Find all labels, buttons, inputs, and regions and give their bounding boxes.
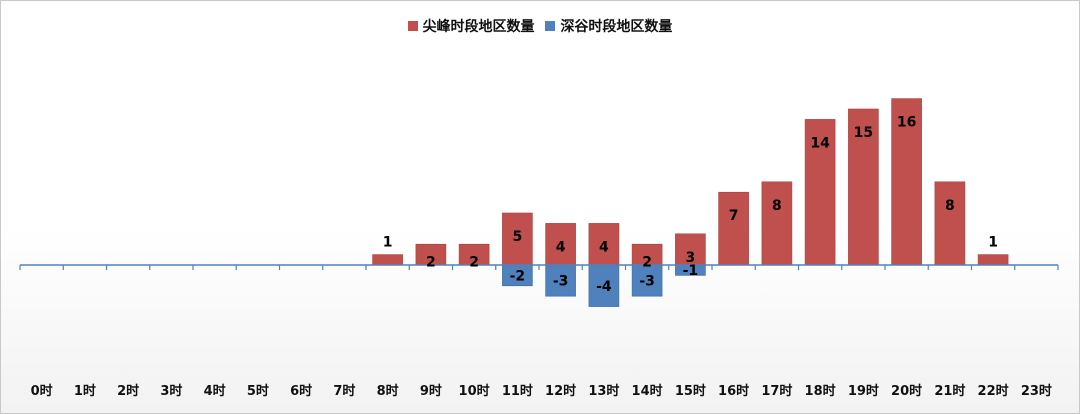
data-label-peak-12: 4 (556, 239, 566, 255)
x-tick-label: 5时 (247, 383, 269, 399)
x-tick-label: 7时 (333, 383, 355, 399)
data-label-peak-17: 8 (772, 198, 782, 214)
x-tick-label: 15时 (675, 383, 706, 399)
data-label-valley-14: -3 (639, 274, 655, 290)
data-label-peak-19: 15 (854, 125, 873, 141)
data-label-valley-15: -1 (683, 263, 699, 279)
x-tick-label: 3时 (160, 383, 182, 399)
legend-label-peak: 尖峰时段地区数量 (422, 19, 535, 35)
x-tick-label: 14时 (632, 383, 663, 399)
x-axis (19, 264, 1059, 270)
x-tick-label: 18时 (805, 383, 836, 399)
data-label-valley-12: -3 (553, 274, 569, 290)
data-label-peak-14: 2 (642, 255, 652, 271)
x-tick-label: 16时 (718, 383, 749, 399)
x-tick-label: 0时 (31, 383, 53, 399)
data-label-peak-8: 1 (383, 235, 393, 251)
bar-valley-14 (631, 264, 663, 297)
data-label-peak-21: 8 (945, 198, 955, 214)
data-label-valley-11: -2 (510, 268, 526, 284)
bar-peak-15 (675, 233, 706, 266)
bar-peak-22 (977, 254, 1009, 266)
x-tick-label: 12时 (545, 383, 576, 399)
x-tick-label: 23时 (1021, 383, 1052, 399)
x-tick-label: 8时 (377, 383, 399, 399)
bar-peak-20 (891, 98, 922, 266)
bar-peak-17 (761, 181, 793, 266)
x-tick-label: 11时 (502, 383, 533, 399)
legend-swatch-valley (545, 21, 556, 31)
x-tick-label: 19时 (848, 383, 879, 399)
legend-item-valley: 深谷时段地区数量 (545, 16, 672, 36)
data-label-valley-13: -4 (596, 279, 612, 295)
bar-peak-8 (372, 254, 403, 266)
x-tick-label: 2时 (117, 383, 139, 399)
x-tick-label: 10时 (459, 383, 490, 399)
legend-item-peak: 尖峰时段地区数量 (407, 16, 535, 36)
bar-valley-12 (545, 264, 576, 297)
data-label-peak-18: 14 (810, 135, 830, 151)
data-labels: 1 2 2 5 4 4 2 3 7 8 14 15 16 8 1 -2 -3 -4 -3 -1 (383, 115, 998, 295)
x-tick-label: 22时 (978, 383, 1009, 399)
data-label-peak-22: 1 (988, 235, 998, 251)
x-tick-label: 9时 (420, 383, 442, 399)
data-label-peak-20: 16 (897, 115, 916, 131)
series-peak (372, 98, 1009, 266)
bar-valley-13 (588, 264, 620, 307)
bar-peak-16 (718, 191, 749, 266)
legend-label-valley: 深谷时段地区数量 (560, 19, 673, 35)
x-tick-label: 13时 (588, 383, 619, 399)
bar-peak-21 (934, 181, 966, 266)
legend-swatch-peak (407, 21, 418, 31)
data-label-peak-9: 2 (426, 255, 436, 271)
x-tick-label: 6时 (290, 383, 312, 399)
x-tick-label: 1时 (74, 383, 96, 399)
data-label-peak-13: 4 (599, 239, 609, 255)
data-label-peak-15: 3 (686, 250, 696, 266)
series-valley (502, 264, 706, 307)
x-tick-labels: 0时 1时 2时 3时 4时 5时 6时 7时 8时 9时 10时 11时 12时 13时 14时 15时 16… (31, 383, 1052, 399)
data-label-peak-16: 7 (729, 208, 739, 224)
bar-peak-18 (804, 119, 836, 266)
legend: 尖峰时段地区数量 深谷时段地区数量 (0, 16, 1080, 36)
bar-peak-19 (848, 108, 879, 266)
x-tick-label: 4时 (204, 383, 226, 399)
data-label-peak-11: 5 (513, 229, 523, 245)
x-tick-label: 21时 (934, 383, 965, 399)
x-tick-label: 17时 (761, 383, 792, 399)
data-label-peak-10: 2 (469, 255, 479, 271)
x-tick-label: 20时 (891, 383, 922, 399)
